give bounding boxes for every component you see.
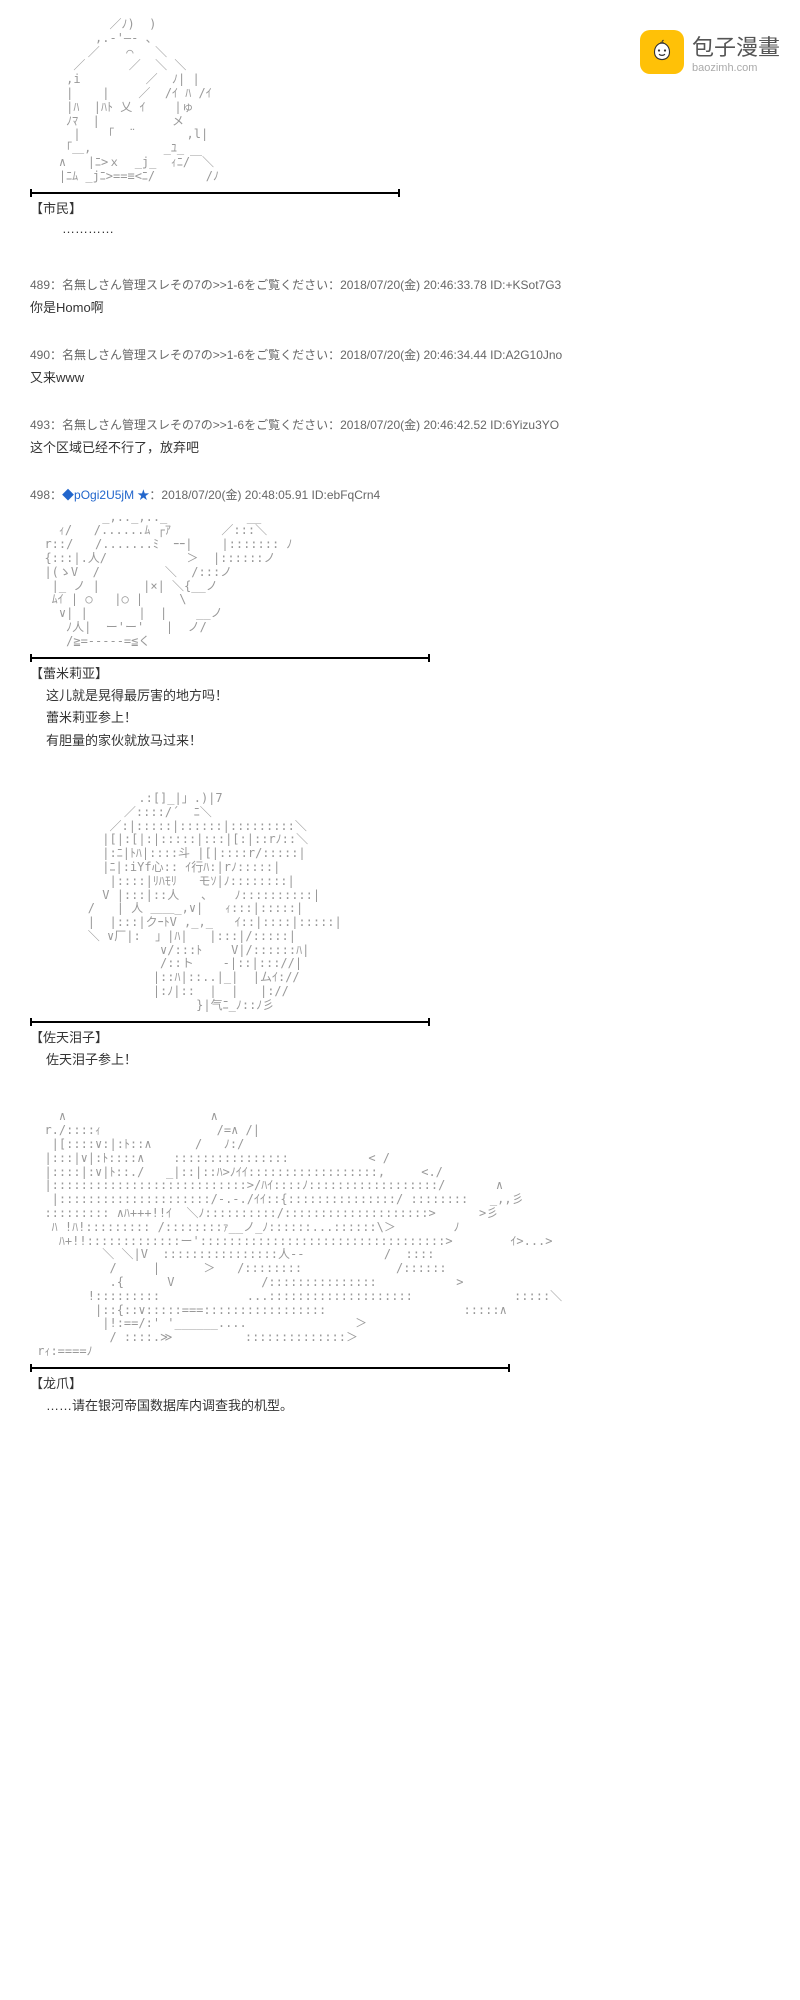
- post-header: 490：名無しさん管理スレその7の>>1-6をご覧ください：2018/07/20…: [30, 346, 770, 363]
- star-icon: ★: [134, 488, 149, 502]
- post-header: 493：名無しさん管理スレその7の>>1-6をご覧ください：2018/07/20…: [30, 416, 770, 433]
- post-meta: ：名無しさん管理スレその7の>>1-6をご覧ください：2018/07/20(金)…: [50, 278, 561, 292]
- tripcode-link[interactable]: ◆pOgi2U5jM: [62, 488, 134, 502]
- watermark: 包子漫畫 baozimh.com: [640, 30, 780, 74]
- character-label-saten: 【佐天泪子】: [30, 1027, 770, 1046]
- divider: [30, 1021, 430, 1023]
- divider: [30, 657, 430, 659]
- character-label-remilia: 【蕾米莉亚】: [30, 663, 770, 682]
- forum-post: 489：名無しさん管理スレその7の>>1-6をご覧ください：2018/07/20…: [30, 276, 770, 316]
- ascii-art-dragonclaw: ∧ ∧ r./::::ｨ /=∧ /| |[::::∨:|:ﾄ::∧ / ﾉ:/…: [30, 1110, 770, 1358]
- dialogue-line: 蕾米莉亚参上！: [46, 708, 770, 729]
- watermark-title: 包子漫畫: [692, 30, 780, 62]
- bao-icon: [640, 30, 684, 74]
- watermark-text: 包子漫畫 baozimh.com: [692, 30, 780, 74]
- post-block-dragonclaw: ∧ ∧ r./::::ｨ /=∧ /| |[::::∨:|:ﾄ::∧ / ﾉ:/…: [30, 1110, 770, 1416]
- post-meta: ：名無しさん管理スレその7の>>1-6をご覧ください：2018/07/20(金)…: [50, 418, 559, 432]
- forum-post: 493：名無しさん管理スレその7の>>1-6をご覧ください：2018/07/20…: [30, 416, 770, 456]
- post-header: 498：◆pOgi2U5jM ★：2018/07/20(金) 20:48:05.…: [30, 486, 770, 503]
- post-block-remilia: _,.._,.._ __ ｨ/ /......ﾑ ┌ｱ ／:::＼ r::/ /…: [30, 511, 770, 752]
- post-number: 493: [30, 418, 50, 432]
- dialogue-line: 佐天泪子参上！: [46, 1050, 770, 1071]
- dialogue-line: ……请在银河帝国数据库内调查我的机型。: [46, 1396, 770, 1417]
- post-header: 489：名無しさん管理スレその7の>>1-6をご覧ください：2018/07/20…: [30, 276, 770, 293]
- watermark-url: baozimh.com: [692, 62, 780, 74]
- post-number: 490: [30, 348, 50, 362]
- ascii-art-saten: .:[]_|」.)|7 ／::::/´ ﾆ＼ ／:|:::::|::::::|:…: [30, 792, 770, 1013]
- character-label-dragonclaw: 【龙爪】: [30, 1373, 770, 1392]
- post-meta: ：名無しさん管理スレその7の>>1-6をご覧ください：2018/07/20(金)…: [50, 348, 562, 362]
- post-number: 489: [30, 278, 50, 292]
- dialogue-line: 有胆量的家伙就放马过来！: [46, 731, 770, 752]
- post-meta: ：2018/07/20(金) 20:48:05.91 ID:ebFqCrn4: [149, 488, 380, 502]
- post-body: 你是Homo啊: [30, 297, 770, 316]
- forum-post: 490：名無しさん管理スレその7の>>1-6をご覧ください：2018/07/20…: [30, 346, 770, 386]
- dialogue-line: 这儿就是晃得最厉害的地方吗！: [46, 686, 770, 707]
- post-body: 又来www: [30, 367, 770, 386]
- character-label-citizen: 【市民】: [30, 198, 770, 217]
- post-colon: ：: [50, 488, 62, 502]
- divider: [30, 192, 400, 194]
- post-number: 498: [30, 488, 50, 502]
- post-block-saten: .:[]_|」.)|7 ／::::/´ ﾆ＼ ／:|:::::|::::::|:…: [30, 792, 770, 1071]
- forum-post: 498：◆pOgi2U5jM ★：2018/07/20(金) 20:48:05.…: [30, 486, 770, 503]
- dialogue-dots: …………: [62, 221, 770, 236]
- ascii-art-remilia: _,.._,.._ __ ｨ/ /......ﾑ ┌ｱ ／:::＼ r::/ /…: [30, 511, 770, 649]
- divider: [30, 1367, 510, 1369]
- post-body: 这个区域已经不行了，放弃吧: [30, 437, 770, 456]
